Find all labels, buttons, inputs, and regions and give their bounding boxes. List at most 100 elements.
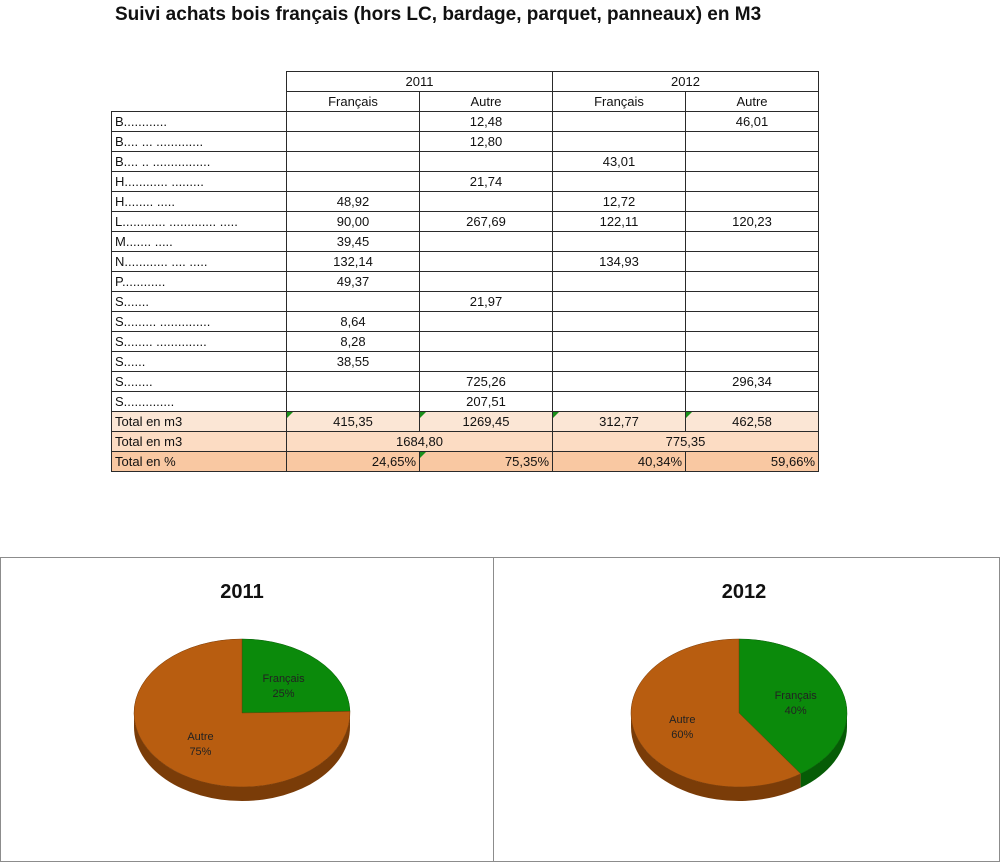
pie-side-autre [134,713,350,801]
slice-label-name: Français [775,690,818,702]
table-cell [419,251,553,272]
row-label: S......... .............. [111,311,287,332]
table-cell: 1684,80 [286,431,553,452]
row-label: S........ .............. [111,331,287,352]
table-cell: 122,11 [552,211,686,232]
table-cell: 8,64 [286,311,420,332]
table-cell [685,171,819,192]
table-cell: 49,37 [286,271,420,292]
pie-chart-svg: 2012 Français 40% Autre 60% [630,581,848,801]
table-cell: 120,23 [685,211,819,232]
chart-title: 2012 [722,581,767,603]
table-cell [419,311,553,332]
table-row: S...... 38,55 [111,351,819,372]
sub-header: Français [552,91,686,112]
table-row: B.... ... ............. 12,80 [111,131,819,152]
row-label: B.... ... ............. [111,131,287,152]
pie-chart-2011: 2011 Français 25% Autre 75% [0,557,504,862]
year-header-row: 2011 2012 [112,71,819,92]
sub-header: Français [286,91,420,112]
pie-chart-svg: 2011 Français 25% Autre 75% [133,581,351,801]
table-cell: 21,97 [419,291,553,312]
year-header-2012: 2012 [552,71,819,92]
table-cell: 12,72 [552,191,686,212]
table-cell [552,351,686,372]
table-cell: 132,14 [286,251,420,272]
row-label: M....... ..... [111,231,287,252]
table-cell [419,151,553,172]
table-cell: 48,92 [286,191,420,212]
slice-label-name: Autre [669,714,695,726]
row-label: S........ [111,371,287,392]
table-cell [552,371,686,392]
slice-label-pct: 60% [671,729,693,741]
row-label: L............ ............. ..... [111,211,287,232]
total-m3-row: Total en m3 415,35 1269,45 312,77 462,58 [111,411,819,432]
table-row: N............ .... ..... 132,14 134,93 [111,251,819,272]
pie-side-franais [800,713,847,788]
sub-header: Autre [685,91,819,112]
table-cell: 39,45 [286,231,420,252]
table-cell: 462,58 [685,411,819,432]
table-cell [552,291,686,312]
row-label: Total en m3 [111,431,287,452]
table-cell [685,311,819,332]
row-label: S....... [111,291,287,312]
table-row: H........ ..... 48,92 12,72 [111,191,819,212]
row-label: B.... .. ................ [111,151,287,172]
slice-label-pct: 25% [273,688,295,700]
table-cell: 775,35 [552,431,819,452]
table-body: B............ 12,48 46,01 B.... ... .......… [111,111,819,412]
row-label: Total en m3 [111,411,287,432]
table-cell [419,271,553,292]
table-cell: 59,66% [685,451,819,472]
corner-cell [112,72,287,92]
table-cell: 1269,45 [419,411,553,432]
table-cell: 207,51 [419,391,553,412]
slice-label-pct: 40% [785,705,807,717]
sub-header-row: Français Autre Français Autre [112,91,819,112]
table-cell [552,171,686,192]
table-cell [685,191,819,212]
table-row: S......... .............. 8,64 [111,311,819,332]
table-cell [552,111,686,132]
table-row: S........ 725,26 296,34 [111,371,819,392]
table-cell [286,111,420,132]
table-cell: 90,00 [286,211,420,232]
table-cell [286,371,420,392]
slice-label-name: Français [262,673,305,685]
table-row: M....... ..... 39,45 [111,231,819,252]
table-cell: 38,55 [286,351,420,372]
table-cell [552,391,686,412]
table-cell [685,291,819,312]
table-cell [419,331,553,352]
page-title: Suivi achats bois français (hors LC, bar… [115,4,762,25]
table-cell [685,131,819,152]
table-cell [685,271,819,292]
total-pct-row: Total en % 24,65% 75,35% 40,34% 59,66% [111,451,819,472]
row-label: S.............. [111,391,287,412]
slice-label-name: Autre [187,731,213,743]
table-cell [419,351,553,372]
table-cell [552,331,686,352]
table-cell [552,131,686,152]
row-label: Total en % [111,451,287,472]
corner-cell [112,92,287,112]
table-row: S....... 21,97 [111,291,819,312]
table-cell [286,131,420,152]
table-cell [286,171,420,192]
table-cell [685,351,819,372]
purchase-table: 2011 2012 Français Autre Français Autre … [111,71,819,472]
table-cell [552,311,686,332]
pie-side-autre [631,713,801,801]
chart-title: 2011 [220,581,263,603]
table-cell [685,251,819,272]
table-row: S.............. 207,51 [111,391,819,412]
table-cell [419,191,553,212]
table-cell [685,151,819,172]
row-label: H........ ..... [111,191,287,212]
table-cell: 46,01 [685,111,819,132]
row-label: N............ .... ..... [111,251,287,272]
table-cell: 267,69 [419,211,553,232]
table-cell [286,291,420,312]
